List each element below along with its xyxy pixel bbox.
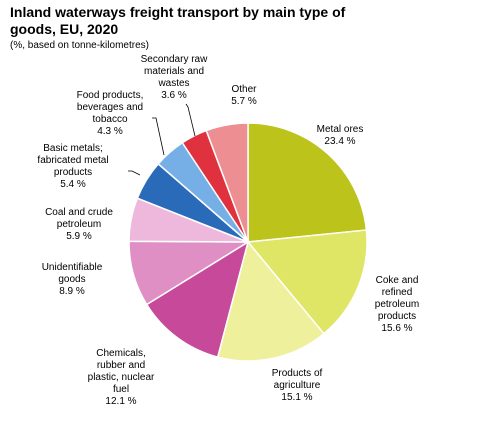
pie-slice-4 xyxy=(145,240,250,358)
leader-line-8 xyxy=(152,117,165,156)
chart-title-line-1: Inland waterways freight transport by ma… xyxy=(10,4,346,20)
slice-label-6: Coal and crude petroleum 5.9 % xyxy=(45,207,113,242)
slice-labels: Metal ores 23.4 % Coke and refined petroleum… xyxy=(37,54,419,407)
pie-slice-2 xyxy=(246,229,368,335)
pie-slice-1 xyxy=(247,122,368,243)
leader-line-9 xyxy=(185,103,196,137)
slice-label-2: Coke and refined petroleum products 15.6 % xyxy=(375,275,419,334)
slice-label-8: Food products, beverages and tobacco 4.3 % xyxy=(77,90,144,137)
pie-slices xyxy=(128,122,368,362)
pie-slice-3 xyxy=(216,240,325,362)
slice-label-5: Unidentifiable goods 8.9 % xyxy=(42,262,103,297)
pie-slice-10 xyxy=(205,122,249,243)
slice-label-4: Chemicals, rubber and plastic, nuclear fuel… xyxy=(88,348,155,407)
leader-line-7 xyxy=(128,170,141,176)
leader-lines xyxy=(128,103,196,176)
slice-label-1: Metal ores 23.4 % xyxy=(317,124,364,147)
chart-header: Inland waterways freight transport by ma… xyxy=(10,4,480,52)
slice-label-9: Secondary raw materials and wastes 3.6 % xyxy=(141,54,208,101)
chart-title-line-2: goods, EU, 2020 xyxy=(10,21,119,37)
slice-label-7: Basic metals; fabricated metal products 5.4… xyxy=(37,143,108,190)
slice-label-10: Other 5.7 % xyxy=(231,84,257,107)
slice-label-3: Products of agriculture 15.1 % xyxy=(272,368,323,403)
chart-subtitle: (%, based on tonne-kilometres) xyxy=(10,40,149,51)
